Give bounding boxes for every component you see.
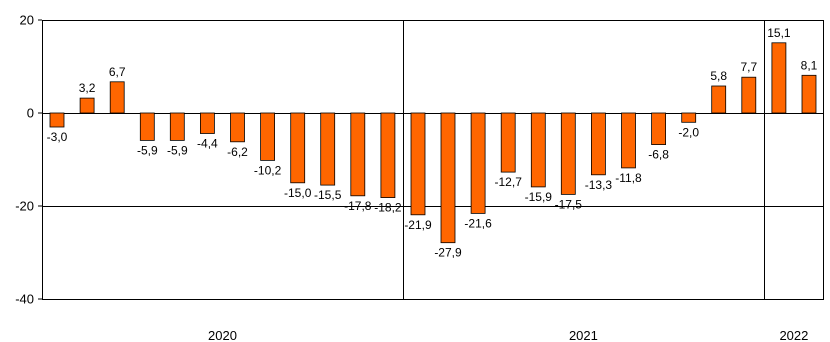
- data-label-21: -2,0: [678, 125, 699, 139]
- year-label-2020: 2020: [208, 328, 237, 342]
- y-tick-label-0: 20: [20, 13, 34, 28]
- data-label-2: 6,7: [109, 65, 126, 79]
- bar-1: [79, 97, 95, 114]
- data-label-1: 3,2: [79, 81, 96, 95]
- data-label-16: -15,9: [525, 190, 553, 204]
- bar-5: [199, 112, 215, 134]
- bar-23: [741, 76, 757, 114]
- bar-16: [530, 112, 546, 188]
- data-label-9: -15,5: [314, 188, 342, 202]
- y-tick-label-1: 0: [27, 106, 34, 121]
- plot-border: [42, 20, 824, 300]
- bar-12: [410, 112, 426, 216]
- data-label-25: 8,1: [801, 58, 818, 72]
- y-axis-ticks: 20 0 -20 -40: [15, 13, 42, 307]
- data-label-19: -11,8: [615, 171, 642, 185]
- data-label-6: -6,2: [227, 145, 248, 159]
- data-label-14: -21,6: [464, 216, 492, 230]
- bar-10: [350, 112, 366, 197]
- bar-14: [470, 112, 486, 214]
- bar-24: [771, 42, 787, 114]
- data-label-5: -4,4: [197, 137, 218, 151]
- data-label-7: -10,2: [254, 163, 282, 177]
- data-label-13: -27,9: [434, 246, 462, 260]
- bar-15: [500, 112, 516, 173]
- data-label-3: -5,9: [137, 143, 158, 157]
- data-label-15: -12,7: [495, 175, 523, 189]
- data-label-24: 15,1: [767, 26, 791, 40]
- bar-21: [681, 112, 697, 123]
- year-label-2022: 2022: [779, 328, 808, 342]
- bar-6: [230, 112, 245, 143]
- bar-0: [49, 112, 65, 128]
- bar-7: [260, 112, 276, 161]
- plot-frame: [42, 20, 824, 300]
- bar-13: [440, 112, 456, 244]
- year-label-2021: 2021: [569, 328, 598, 342]
- bar-2: [109, 81, 125, 114]
- data-label-20: -6,8: [648, 148, 669, 162]
- data-label-12: -21,9: [404, 218, 432, 232]
- x-axis-year-labels: 2020 2021 2022: [208, 328, 808, 342]
- data-label-22: 5,8: [710, 69, 727, 83]
- data-label-18: -13,3: [585, 178, 613, 192]
- data-label-10: -17,8: [344, 199, 372, 213]
- bar-20: [651, 112, 666, 146]
- data-label-11: -18,2: [374, 201, 402, 215]
- bar-11: [380, 112, 396, 198]
- bar-8: [290, 112, 306, 184]
- bar-4: [169, 112, 185, 141]
- data-label-0: -3,0: [47, 130, 68, 144]
- bar-18: [591, 112, 606, 176]
- bar-9: [320, 112, 336, 186]
- data-label-23: 7,7: [740, 60, 757, 74]
- bar-17: [560, 112, 576, 195]
- data-label-8: -15,0: [284, 186, 312, 200]
- bar-25: [801, 74, 817, 114]
- data-labels: -3,03,26,7-5,9 -5,9 -4,4-6,2-10,2-15,0 -15,…: [47, 26, 818, 260]
- bar-19: [621, 112, 636, 169]
- y-tick-label-3: -40: [15, 292, 34, 307]
- bar-series: [49, 42, 817, 244]
- gridlines: [42, 20, 824, 300]
- bar-22: [711, 85, 727, 114]
- data-label-17: -17,5: [555, 197, 583, 211]
- y-tick-label-2: -20: [15, 199, 34, 214]
- data-label-4: -5,9: [167, 143, 188, 157]
- bar-3: [139, 112, 155, 141]
